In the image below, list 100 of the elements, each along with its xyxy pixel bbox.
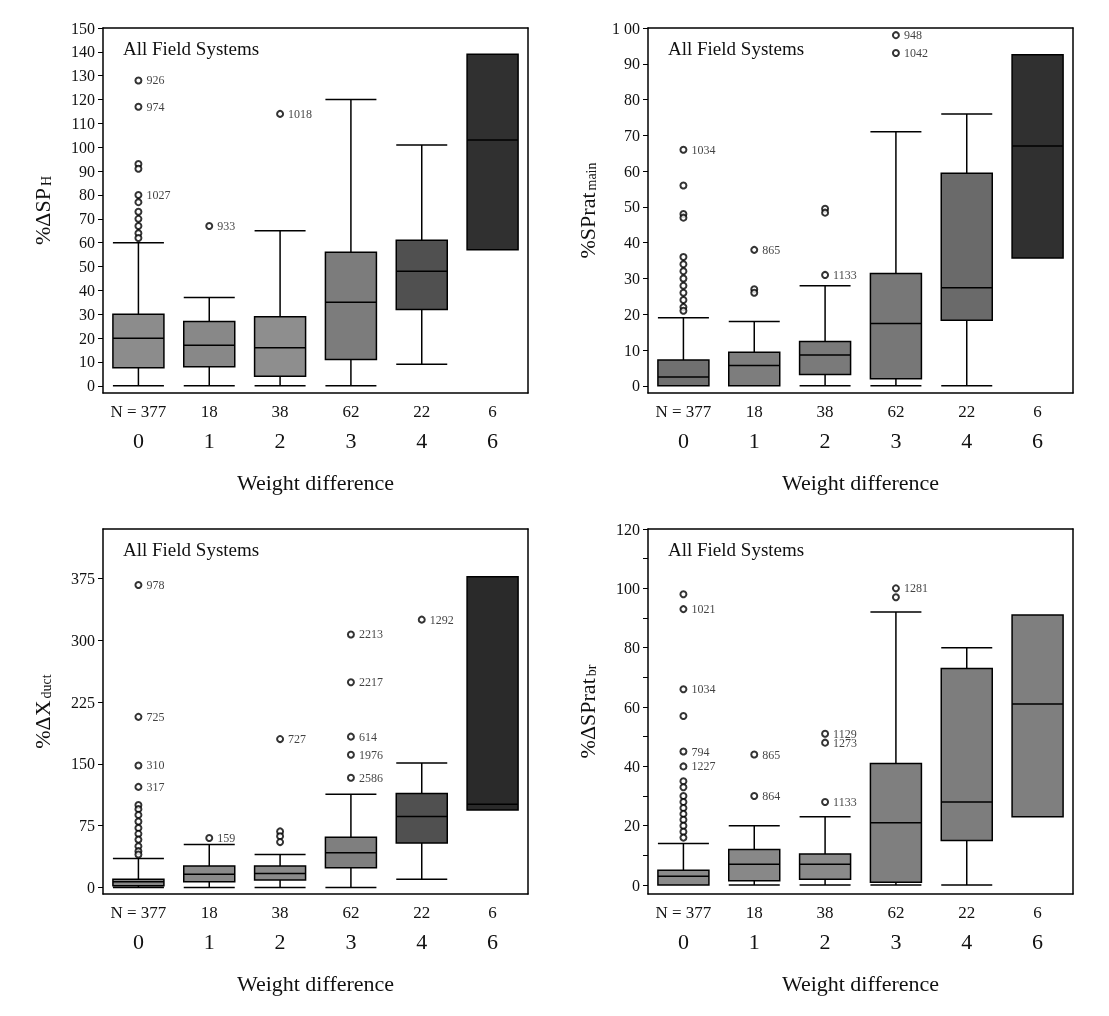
annotation: 1034 xyxy=(691,142,716,157)
text: N = 377 xyxy=(655,903,712,922)
x-tick-label: 3 xyxy=(345,427,357,453)
text: N = 377 xyxy=(110,402,167,421)
text: N = 377 xyxy=(655,402,712,421)
annotation: 978 xyxy=(146,578,165,593)
text: 18 xyxy=(200,903,218,922)
y-tick-label: 80 xyxy=(624,91,640,109)
y-tick-label: 40 xyxy=(79,281,95,299)
text: 6 xyxy=(1033,402,1042,421)
x-tick-label: 6 xyxy=(487,928,499,954)
annotation: 1133 xyxy=(833,795,857,810)
y-axis-title: %SPratmain xyxy=(574,162,600,259)
x-tick-label: 0 xyxy=(677,928,689,954)
annotation: 1034 xyxy=(691,682,716,697)
y-tick-label: 120 xyxy=(616,520,640,538)
annotation: 1976 xyxy=(358,747,383,762)
annotation: 864 xyxy=(762,789,781,804)
annotation: 1292 xyxy=(429,612,454,627)
y-tick-label: 75 xyxy=(79,817,95,835)
y-tick-label: 80 xyxy=(624,639,640,657)
text: 22 xyxy=(958,903,976,922)
annotation: 948 xyxy=(903,28,922,43)
y-tick-label: 10 xyxy=(624,341,640,359)
annotation: 2586 xyxy=(358,770,383,785)
y-tick-label: 0 xyxy=(632,876,640,894)
y-tick-label: 20 xyxy=(79,329,95,347)
text: 62 xyxy=(887,402,905,421)
annotation: 2217 xyxy=(358,675,383,690)
x-tick-label: 2 xyxy=(274,928,286,954)
y-tick-label: 40 xyxy=(624,234,640,252)
y-tick-label: 30 xyxy=(624,269,640,287)
y-tick-label: 0 xyxy=(87,878,95,896)
text: N = 377 xyxy=(110,903,167,922)
text: All Field Systems xyxy=(123,38,260,59)
y-tick-label: 90 xyxy=(79,162,95,180)
text: 38 xyxy=(271,903,289,922)
x-tick-label: 0 xyxy=(132,427,144,453)
annotation: 1018 xyxy=(288,106,313,121)
text: 22 xyxy=(413,903,431,922)
annotation: 1042 xyxy=(903,46,928,61)
annotation: 310 xyxy=(146,758,165,773)
text: 62 xyxy=(887,903,905,922)
text: 18 xyxy=(745,903,763,922)
y-tick-label: 90 xyxy=(624,55,640,73)
x-axis-title: Weight difference xyxy=(236,469,395,495)
x-axis-title: Weight difference xyxy=(781,970,940,996)
y-tick-label: 20 xyxy=(624,305,640,323)
x-tick-label: 2 xyxy=(274,427,286,453)
annotation: 725 xyxy=(146,709,165,724)
annotation: 974 xyxy=(146,99,165,114)
x-tick-label: 6 xyxy=(487,427,499,453)
x-tick-label: 0 xyxy=(677,427,689,453)
y-tick-label: 60 xyxy=(624,698,640,716)
y-tick-label: 150 xyxy=(71,19,95,37)
x-tick-label: 4 xyxy=(961,928,973,954)
text: 6 xyxy=(1033,903,1042,922)
y-tick-label: 0 xyxy=(632,377,640,395)
annotation: 727 xyxy=(288,732,307,747)
annotation: 159 xyxy=(217,830,236,845)
y-tick-label: 20 xyxy=(624,817,640,835)
x-tick-label: 3 xyxy=(345,928,357,954)
text: All Field Systems xyxy=(668,38,805,59)
y-tick-label: 70 xyxy=(624,126,640,144)
y-tick-label: 375 xyxy=(71,569,95,587)
text: 22 xyxy=(413,402,431,421)
x-tick-label: 4 xyxy=(416,928,428,954)
x-axis-title: Weight difference xyxy=(236,970,395,996)
text: All Field Systems xyxy=(668,539,805,560)
annotation: 1227 xyxy=(691,759,716,774)
annotation: 865 xyxy=(762,747,781,762)
y-tick-label: 40 xyxy=(624,757,640,775)
y-axis-title: %ΔSPH xyxy=(29,175,55,246)
annotation: 317 xyxy=(146,779,165,794)
y-tick-label: 30 xyxy=(79,305,95,323)
y-tick-label: 130 xyxy=(71,67,95,85)
y-tick-label: 150 xyxy=(71,755,95,773)
y-tick-label: 300 xyxy=(71,631,95,649)
x-tick-label: 1 xyxy=(748,928,760,954)
x-tick-label: 0 xyxy=(132,928,144,954)
text: 38 xyxy=(816,402,834,421)
x-tick-label: 6 xyxy=(1032,427,1044,453)
y-tick-label: 225 xyxy=(71,693,95,711)
y-tick-label: 60 xyxy=(624,162,640,180)
text: 38 xyxy=(271,402,289,421)
y-tick-label: 120 xyxy=(71,91,95,109)
text: 18 xyxy=(200,402,218,421)
annotation: 614 xyxy=(358,729,377,744)
y-tick-label: 70 xyxy=(79,210,95,228)
y-tick-label: 140 xyxy=(71,43,95,61)
x-tick-label: 4 xyxy=(416,427,428,453)
annotation: 926 xyxy=(146,73,165,88)
annotation: 933 xyxy=(217,219,236,234)
y-tick-label: 60 xyxy=(79,234,95,252)
y-tick-label: 50 xyxy=(79,258,95,276)
x-tick-label: 2 xyxy=(819,928,831,954)
text: All Field Systems xyxy=(123,539,260,560)
y-tick-label: 100 xyxy=(71,138,95,156)
x-tick-label: 1 xyxy=(203,928,215,954)
y-axis-title: %ΔSPratbr xyxy=(574,664,600,759)
